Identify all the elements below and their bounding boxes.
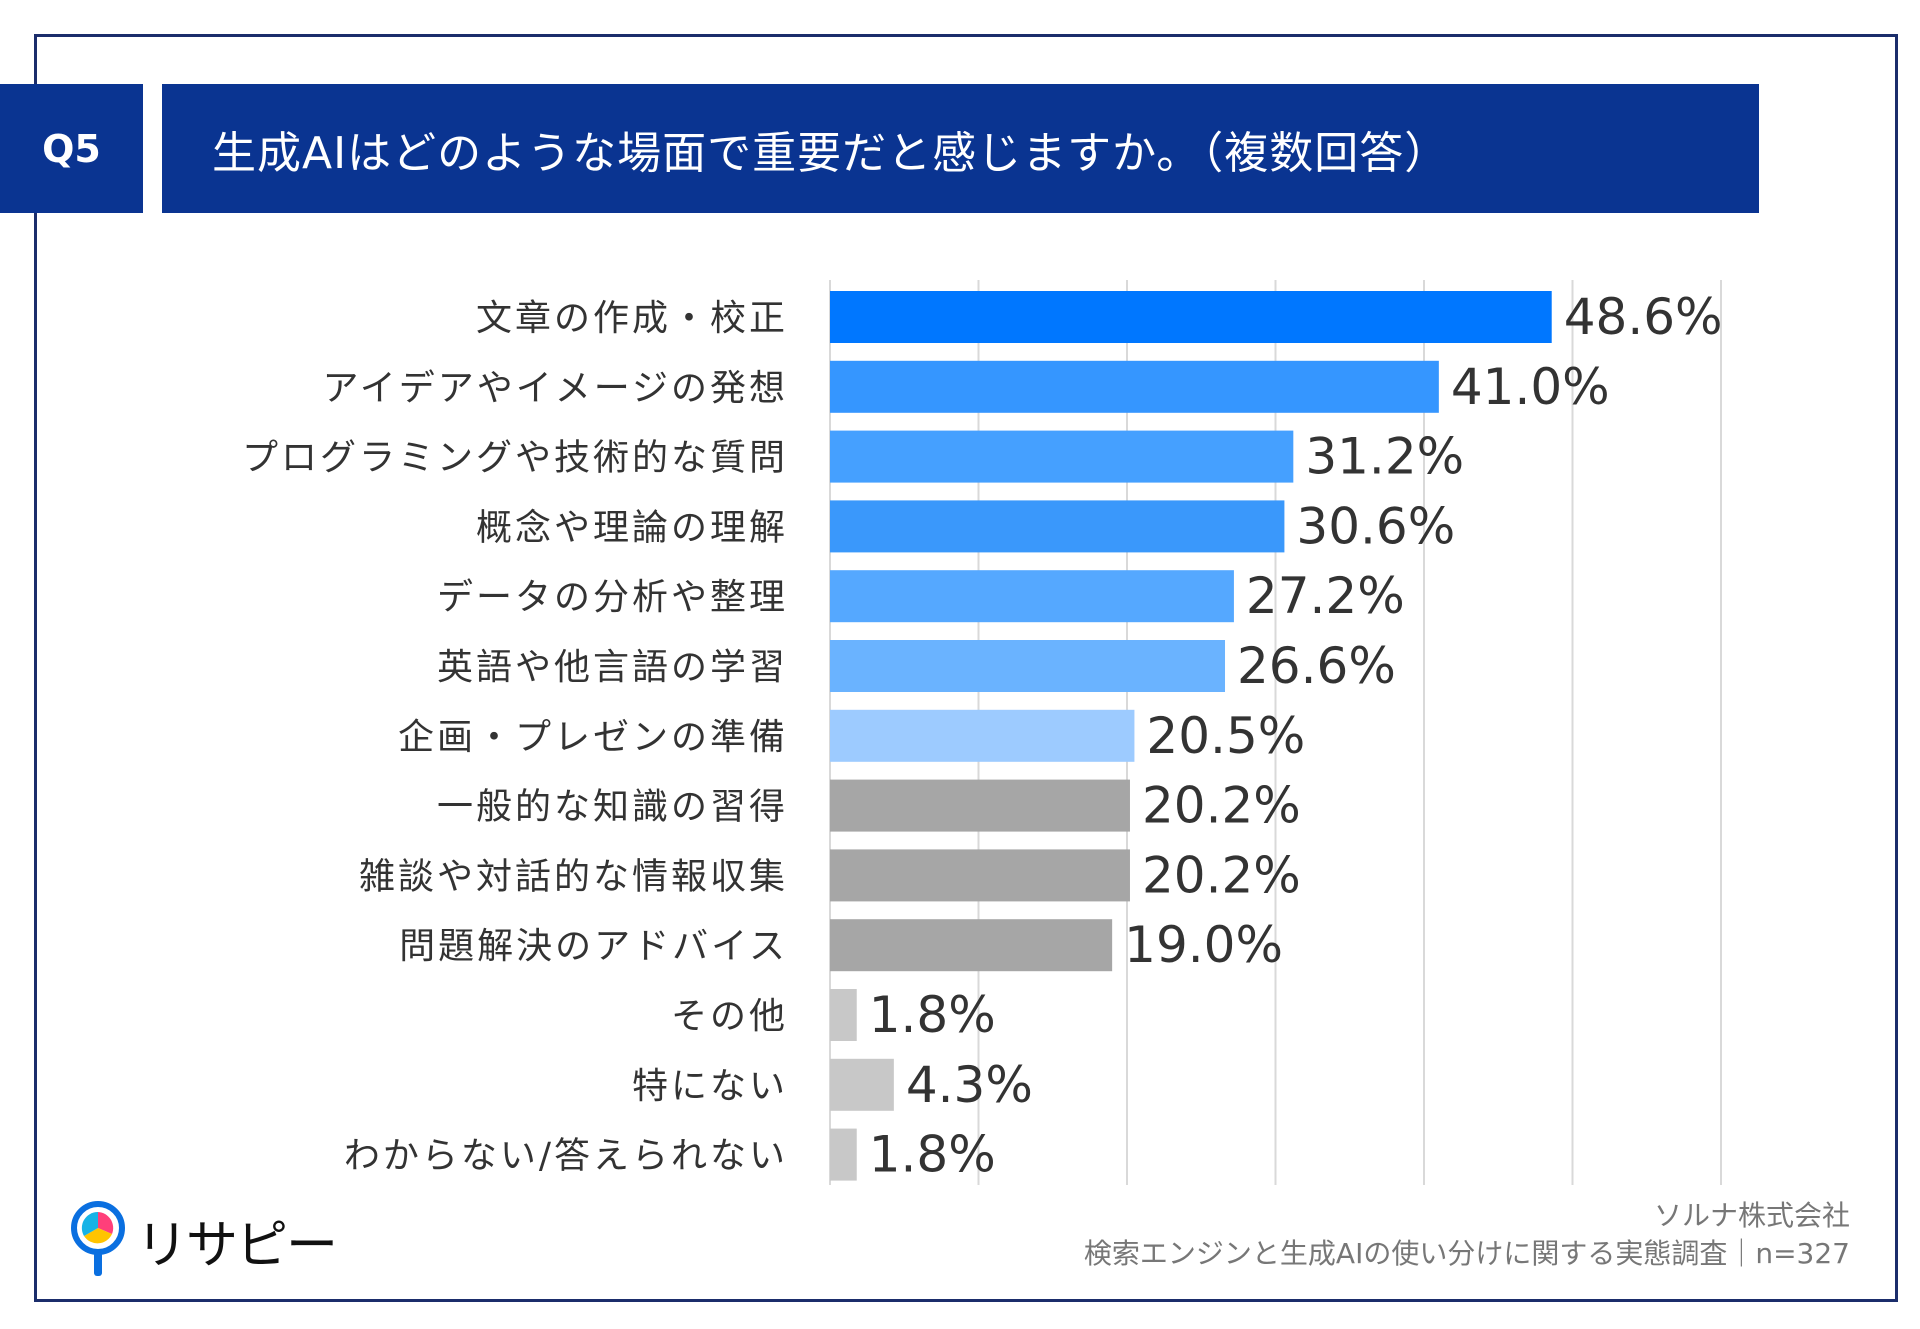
category-label-5: データの分析や整理 [437,577,788,618]
category-label-6: 英語や他言語の学習 [437,647,788,688]
value-label-7: 20.5% [1146,707,1305,765]
category-label-1: 文章の作成・校正 [476,298,788,339]
category-label-7: 企画・プレゼンの準備 [398,717,788,758]
value-label-10: 19.0% [1124,916,1283,974]
bar-4 [830,500,1285,553]
value-label-3: 31.2% [1305,428,1464,486]
brand-name: リサピー [136,1215,338,1276]
bar-10 [830,919,1113,972]
bar-12 [830,1058,894,1111]
bar-11 [830,989,857,1041]
question-title-bar: 生成AIはどのような場面で重要だと感じますか。（複数回答） [162,84,1759,213]
value-label-8: 20.2% [1142,777,1301,835]
category-label-8: 一般的な知識の習得 [437,787,788,828]
category-label-13: わからない/答えられない [344,1136,788,1177]
value-label-13: 1.8% [869,1126,996,1184]
bar-1 [830,291,1552,343]
bar-5 [830,570,1234,623]
chart-frame [34,34,1898,1302]
question-title: 生成AIはどのような場面で重要だと感じますか。（複数回答） [212,127,1450,179]
value-label-12: 4.3% [906,1056,1033,1114]
bar-9 [830,849,1130,902]
category-label-4: 概念や理論の理解 [476,507,788,548]
bar-13 [830,1128,857,1181]
category-label-12: 特にない [632,1066,788,1107]
source-survey: 検索エンジンと生成AIの使い分けに関する実態調査｜n=327 [1083,1237,1850,1270]
bar-2 [830,360,1439,413]
value-label-6: 26.6% [1237,637,1396,695]
pin-icon [71,1201,125,1276]
value-label-4: 30.6% [1296,497,1455,555]
value-label-2: 41.0% [1451,358,1610,416]
bar-6 [830,640,1226,692]
question-number: Q5 [42,126,101,171]
bar-3 [830,430,1294,483]
value-label-5: 27.2% [1246,567,1405,625]
value-label-9: 20.2% [1142,846,1301,904]
brand-logo: リサピー [70,1200,338,1280]
category-label-9: 雑談や対話的な情報収集 [359,856,788,897]
source-company: ソルナ株式会社 [1653,1199,1850,1232]
source-note: ソルナ株式会社 検索エンジンと生成AIの使い分けに関する実態調査｜n=327 [1084,1197,1850,1273]
category-label-3: プログラミングや技術的な質問 [242,438,788,479]
question-number-badge: Q5 [0,84,143,213]
category-label-10: 問題解決のアドバイス [399,926,788,967]
category-label-11: その他 [671,996,788,1037]
bar-8 [830,779,1130,832]
bar-7 [830,709,1135,762]
value-label-11: 1.8% [869,986,996,1044]
value-label-1: 48.6% [1564,288,1723,346]
category-label-2: アイデアやイメージの発想 [323,368,788,409]
